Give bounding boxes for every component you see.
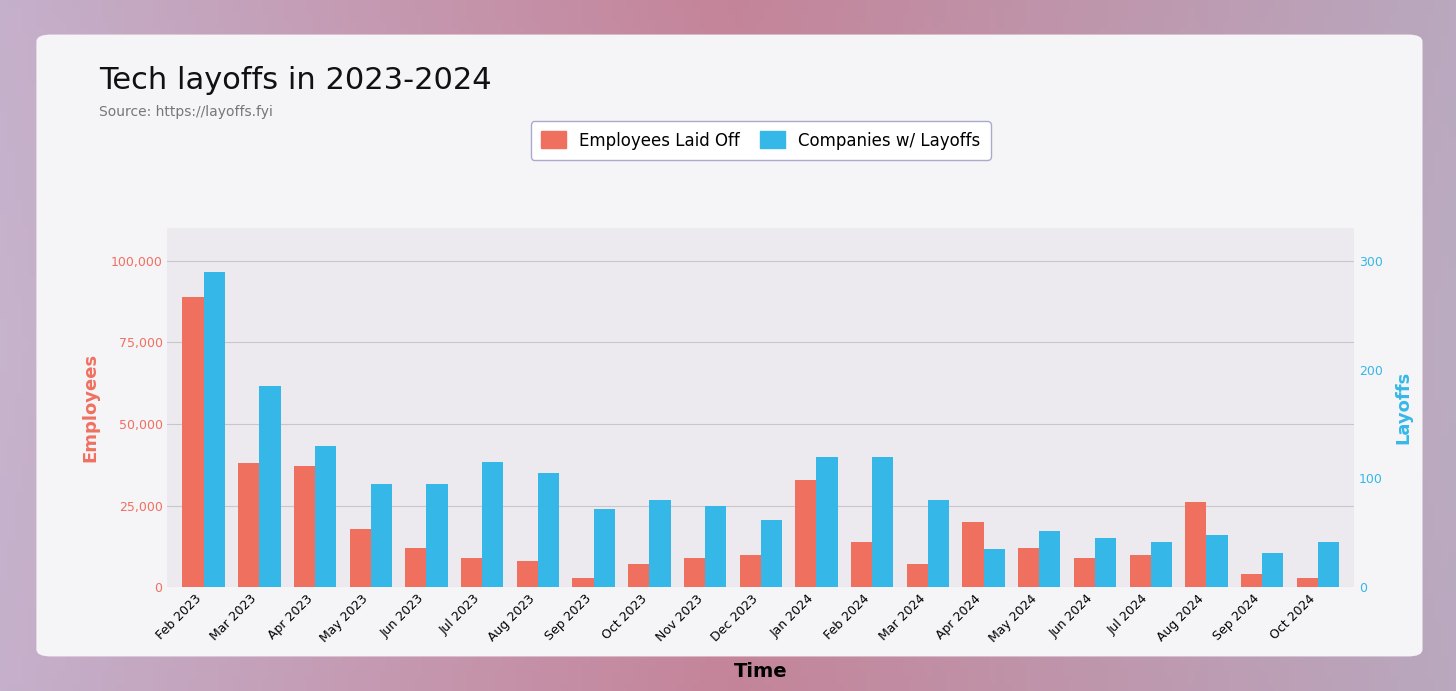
Bar [927, 500, 949, 587]
Bar [795, 480, 817, 587]
Bar [572, 578, 594, 587]
Bar [537, 473, 559, 587]
Bar [907, 565, 927, 587]
Bar [1150, 542, 1172, 587]
Bar [649, 500, 671, 587]
Bar [1262, 553, 1283, 587]
Text: Source: https://layoffs.fyi: Source: https://layoffs.fyi [99, 105, 272, 119]
Bar [984, 549, 1005, 587]
Bar [1241, 574, 1262, 587]
Bar [182, 296, 204, 587]
Bar [1040, 531, 1060, 587]
Text: Tech layoffs in 2023-2024: Tech layoffs in 2023-2024 [99, 66, 492, 95]
Bar [740, 555, 761, 587]
Bar [1318, 542, 1340, 587]
Legend: Employees Laid Off, Companies w/ Layoffs: Employees Laid Off, Companies w/ Layoffs [531, 122, 990, 160]
Bar [872, 457, 894, 587]
Bar [628, 565, 649, 587]
Bar [427, 484, 447, 587]
Y-axis label: Employees: Employees [82, 353, 99, 462]
Bar [1297, 578, 1318, 587]
Bar [405, 548, 427, 587]
Bar [962, 522, 984, 587]
Bar [594, 509, 614, 587]
Bar [239, 463, 259, 587]
Bar [761, 520, 782, 587]
X-axis label: Time: Time [734, 661, 788, 681]
Bar [705, 506, 727, 587]
Bar [1018, 548, 1040, 587]
Bar [314, 446, 336, 587]
Bar [1095, 538, 1117, 587]
Bar [517, 561, 537, 587]
Bar [204, 272, 224, 587]
Bar [684, 558, 705, 587]
Bar [294, 466, 314, 587]
Bar [1185, 502, 1207, 587]
Bar [482, 462, 504, 587]
Bar [1075, 558, 1095, 587]
Bar [817, 457, 837, 587]
Bar [259, 386, 281, 587]
Bar [1130, 555, 1150, 587]
Y-axis label: Layoffs: Layoffs [1393, 371, 1412, 444]
Bar [850, 542, 872, 587]
Bar [371, 484, 392, 587]
Bar [349, 529, 371, 587]
Bar [1207, 535, 1227, 587]
Bar [462, 558, 482, 587]
